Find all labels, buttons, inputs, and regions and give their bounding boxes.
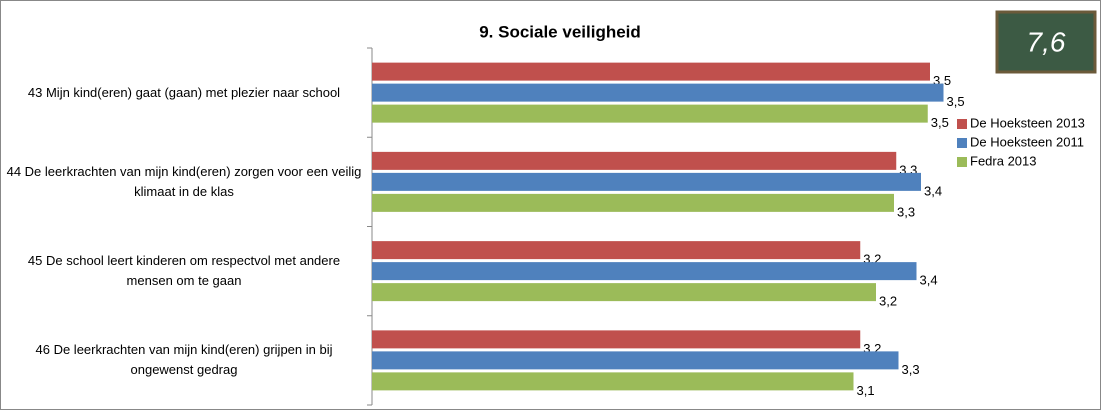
legend-label: De Hoeksteen 2013 [970, 115, 1085, 130]
bar [372, 104, 928, 123]
legend-label: De Hoeksteen 2011 [970, 134, 1084, 149]
value-label: 3,5 [947, 94, 965, 109]
category-label: 46 De leerkrachten van mijn kind(eren) g… [35, 342, 333, 378]
bar [372, 372, 854, 391]
value-label: 3,2 [879, 294, 897, 309]
value-label: 3,4 [920, 273, 938, 288]
bar [372, 172, 921, 191]
category-label: 44 De leerkrachten van mijn kind(eren) z… [6, 163, 362, 199]
value-label: 3,3 [897, 204, 915, 219]
bar [372, 151, 897, 170]
bar [372, 193, 894, 212]
bar [372, 283, 876, 302]
bar [372, 62, 930, 81]
badge-text: 7,6 [1027, 26, 1066, 57]
value-label: 3,3 [902, 362, 920, 377]
value-label: 3,1 [857, 383, 875, 398]
legend-swatch [957, 138, 967, 148]
legend-label: Fedra 2013 [970, 153, 1037, 168]
bar [372, 330, 861, 349]
value-label: 3,5 [931, 115, 949, 130]
category-label: 45 De school leert kinderen om respectvo… [27, 253, 341, 289]
legend-swatch [957, 119, 967, 129]
value-label: 3,4 [924, 183, 942, 198]
chart-title: 9. Sociale veiligheid [479, 22, 641, 41]
bar [372, 241, 861, 260]
badge-board [995, 10, 1097, 74]
category-label: 43 Mijn kind(eren) gaat (gaan) met plezi… [27, 84, 341, 100]
legend-swatch [957, 157, 967, 167]
bar [372, 83, 944, 102]
bar [372, 351, 899, 370]
bar [372, 262, 917, 281]
